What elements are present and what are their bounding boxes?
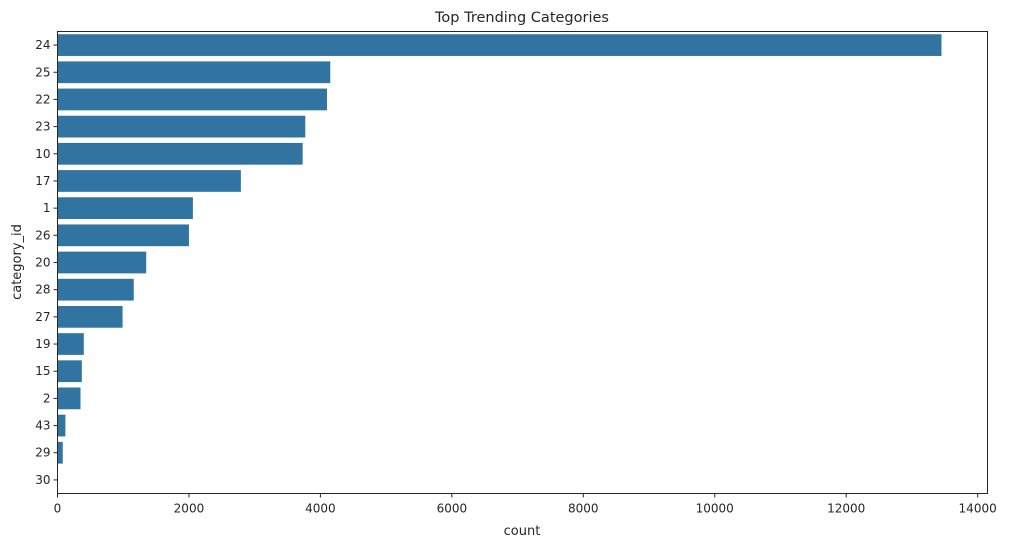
y-axis-ticks: 24 25 22 23 10 17 1 26 20 28 27 19 15 2 43 29 30	[35, 38, 58, 487]
bar-1	[57, 197, 193, 220]
y-tick-label: 30	[35, 473, 50, 487]
bar-15	[57, 360, 82, 383]
y-tick-label: 43	[35, 419, 50, 433]
y-tick-label: 22	[35, 92, 50, 106]
x-tick-label: 6000	[437, 502, 468, 516]
y-tick-label: 1	[43, 201, 51, 215]
x-tick-label: 10000	[696, 502, 734, 516]
bar-24	[57, 34, 942, 56]
bars-group	[57, 34, 942, 464]
chart-title: Top Trending Categories	[434, 10, 609, 26]
y-tick-label: 20	[35, 256, 50, 270]
bar-23	[57, 115, 306, 138]
bar-29	[57, 441, 63, 464]
bar-27	[57, 305, 123, 328]
y-tick-label: 28	[35, 283, 50, 297]
bar-20	[57, 251, 147, 274]
bar-22	[57, 88, 327, 111]
y-tick-label: 10	[35, 147, 50, 161]
y-tick-label: 24	[35, 38, 50, 52]
x-tick-label: 8000	[568, 502, 599, 516]
bar-2	[57, 387, 81, 410]
y-tick-label: 17	[35, 174, 50, 188]
y-tick-label: 29	[35, 446, 50, 460]
y-tick-label: 26	[35, 228, 50, 242]
y-tick-label: 25	[35, 65, 50, 79]
x-axis-ticks: 0 2000 4000 6000 8000 10000 12000 14000	[54, 493, 997, 516]
x-tick-label: 12000	[827, 502, 865, 516]
bar-10	[57, 142, 303, 165]
bar-28	[57, 278, 134, 301]
x-tick-label: 0	[54, 502, 62, 516]
y-axis-label: category_id	[10, 224, 25, 300]
x-tick-label: 4000	[305, 502, 336, 516]
bar-25	[57, 61, 331, 84]
bar-26	[57, 224, 189, 247]
y-tick-label: 19	[35, 337, 50, 351]
plot-frame	[57, 31, 988, 494]
y-tick-label: 15	[35, 364, 50, 378]
bar-19	[57, 333, 84, 355]
x-tick-label: 2000	[174, 502, 205, 516]
y-tick-label: 27	[35, 310, 50, 324]
x-tick-label: 14000	[959, 502, 997, 516]
bar-17	[57, 170, 241, 192]
y-tick-label: 23	[35, 120, 50, 134]
bar-43	[57, 414, 66, 437]
x-axis-label: count	[504, 524, 541, 539]
y-tick-label: 2	[43, 391, 51, 405]
